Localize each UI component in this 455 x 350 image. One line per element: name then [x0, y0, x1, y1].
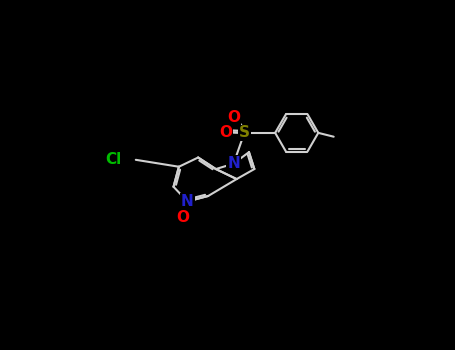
Text: S: S	[239, 125, 250, 140]
Text: O: O	[176, 210, 189, 225]
Text: N: N	[227, 156, 240, 171]
Text: Cl: Cl	[106, 152, 122, 167]
Text: N: N	[181, 194, 194, 209]
Text: O: O	[219, 125, 233, 140]
Text: O: O	[227, 110, 240, 125]
